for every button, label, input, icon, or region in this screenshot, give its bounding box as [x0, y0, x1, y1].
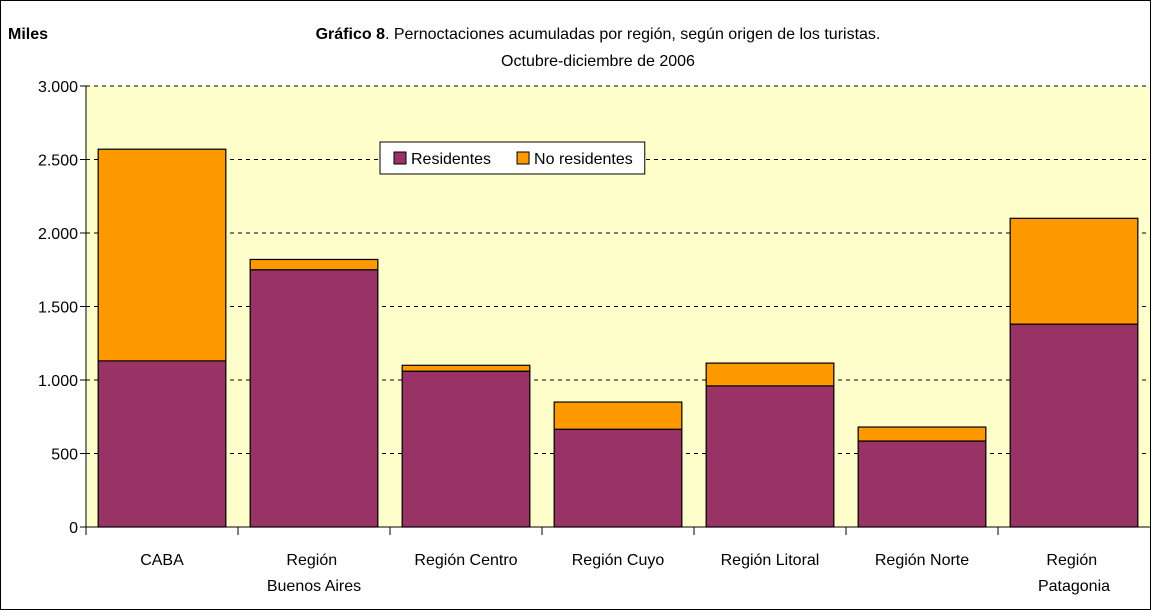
chart-title-bold: Gráfico 8: [316, 26, 385, 43]
bar-segment: [97, 148, 227, 362]
bar-segment: [1009, 323, 1139, 528]
x-tick-label: Región Centro: [414, 552, 517, 569]
x-tick-label: Región Norte: [875, 552, 969, 569]
x-tick-label-line: Región: [286, 552, 341, 569]
legend-label: No residentes: [534, 151, 633, 168]
y-tick-label: 2.000: [38, 226, 78, 243]
legend-swatch: [393, 151, 407, 165]
bar-segment: [401, 370, 531, 528]
bar-segment: [705, 362, 835, 387]
legend-box: [379, 141, 646, 175]
x-tick-label: Región Cuyo: [572, 552, 665, 569]
y-tick-label: 3.000: [38, 79, 78, 96]
legend-label: Residentes: [411, 151, 491, 168]
legend: Residentes No residentes: [379, 141, 646, 175]
y-tick-label: 500: [51, 447, 78, 464]
y-axis-label: Miles: [8, 26, 48, 43]
x-tick-label: Región Patagonia: [1038, 552, 1110, 595]
bar-segment: [705, 385, 835, 528]
x-tick-label-line: Patagonia: [1038, 578, 1110, 595]
bar-segment: [249, 258, 379, 271]
bar-segment: [401, 364, 531, 372]
bar-segment: [97, 360, 227, 528]
x-tick-label: Región Buenos Aires: [267, 552, 361, 595]
chart-title-rest: . Pernoctaciones acumuladas por región, …: [385, 26, 880, 43]
y-tick-label: 0: [69, 520, 78, 537]
chart-subtitle: Octubre-diciembre de 2006: [501, 53, 695, 70]
bar-segment: [553, 401, 683, 430]
x-tick-label-line: Región: [1046, 552, 1101, 569]
legend-swatch: [516, 151, 530, 165]
x-tick-label: Región Litoral: [721, 552, 820, 569]
y-tick-label: 1.500: [38, 300, 78, 317]
bar-segment: [857, 440, 987, 528]
chart-title: Gráfico 8. Pernoctaciones acumuladas por…: [316, 26, 881, 43]
y-tick-label: 2.500: [38, 153, 78, 170]
bar-segment: [857, 426, 987, 442]
bar-segment: [1009, 217, 1139, 325]
bar-segment: [553, 428, 683, 528]
y-tick-label: 1.000: [38, 373, 78, 390]
bar-segment: [249, 269, 379, 528]
x-tick-label-line: Buenos Aires: [267, 578, 361, 595]
x-tick-label: CABA: [140, 552, 184, 569]
